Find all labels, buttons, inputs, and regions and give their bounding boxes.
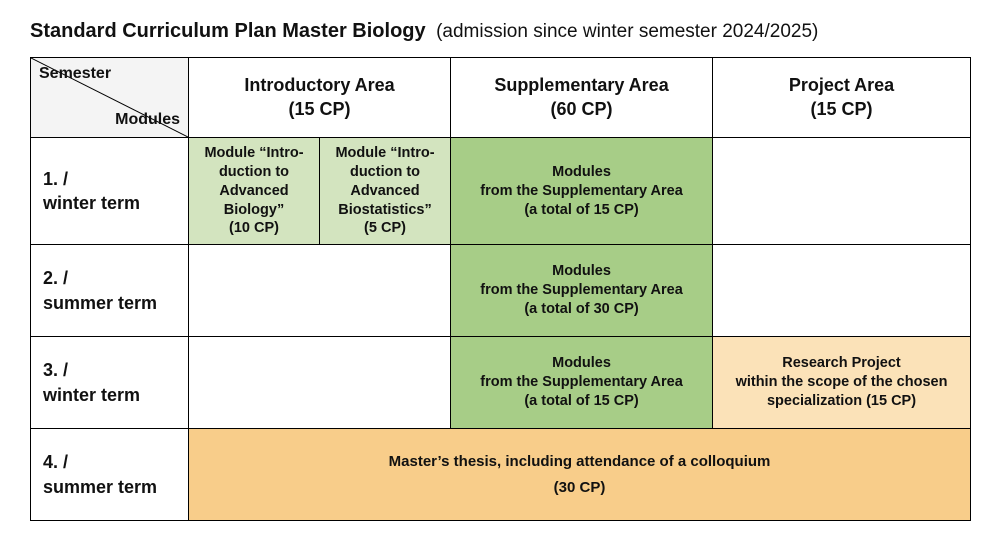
line: Advanced [328, 182, 442, 201]
line: within the scope of the chosen [721, 373, 962, 392]
line: from the Supplementary Area [459, 281, 704, 300]
line: from the Supplementary Area [459, 182, 704, 201]
header-diag-bottom: Modules [115, 110, 180, 131]
line: (a total of 30 CP) [459, 300, 704, 319]
sem-term: winter term [43, 383, 176, 407]
header-supp-cp: (60 CP) [451, 98, 712, 121]
line: (5 CP) [328, 219, 442, 238]
line: Modules [459, 163, 704, 182]
line: specialization (15 CP) [721, 392, 962, 411]
line: duction to [328, 163, 442, 182]
line: Module “Intro- [197, 144, 311, 163]
sem-num: 4. / [43, 450, 176, 474]
table-row: 3. / winter term Modules from the Supple… [31, 337, 971, 429]
table-row: 2. / summer term Modules from the Supple… [31, 245, 971, 337]
page-title: Standard Curriculum Plan Master Biology … [30, 20, 970, 43]
header-supp-name: Supplementary Area [451, 74, 712, 97]
header-row: Semester Modules Introductory Area (15 C… [31, 58, 971, 138]
sem-term: winter term [43, 191, 176, 215]
header-proj-cp: (15 CP) [713, 98, 970, 121]
cell-supp-3: Modules from the Supplementary Area (a t… [451, 337, 713, 429]
line: Modules [459, 354, 704, 373]
cell-intro-empty [189, 337, 451, 429]
semester-label: 4. / summer term [31, 429, 189, 521]
cell-intro-empty [189, 245, 451, 337]
curriculum-table: Semester Modules Introductory Area (15 C… [30, 57, 971, 521]
semester-label: 1. / winter term [31, 138, 189, 245]
line: Research Project [721, 354, 962, 373]
header-intro-cp: (15 CP) [189, 98, 450, 121]
header-intro: Introductory Area (15 CP) [189, 58, 451, 138]
semester-label: 3. / winter term [31, 337, 189, 429]
title-sub: (admission since winter semester 2024/20… [436, 21, 818, 42]
sem-term: summer term [43, 291, 176, 315]
cell-supp-2: Modules from the Supplementary Area (a t… [451, 245, 713, 337]
line: (a total of 15 CP) [459, 201, 704, 220]
header-proj: Project Area (15 CP) [713, 58, 971, 138]
line: Biology” [197, 201, 311, 220]
table-row: 1. / winter term Module “Intro- duction … [31, 138, 971, 245]
header-diag-top: Semester [39, 64, 111, 85]
line: Master’s thesis, including attendance of… [197, 452, 962, 472]
table-row: 4. / summer term Master’s thesis, includ… [31, 429, 971, 521]
cell-supp-1: Modules from the Supplementary Area (a t… [451, 138, 713, 245]
line: (a total of 15 CP) [459, 392, 704, 411]
sem-num: 1. / [43, 167, 176, 191]
cell-thesis: Master’s thesis, including attendance of… [189, 429, 971, 521]
semester-label: 2. / summer term [31, 245, 189, 337]
cell-project: Research Project within the scope of the… [713, 337, 971, 429]
header-proj-name: Project Area [713, 74, 970, 97]
line: from the Supplementary Area [459, 373, 704, 392]
sem-num: 2. / [43, 266, 176, 290]
cell-intro-biostat: Module “Intro- duction to Advanced Biost… [320, 138, 451, 245]
line: Biostatistics” [328, 201, 442, 220]
title-main: Standard Curriculum Plan Master Biology [30, 20, 426, 42]
line: (10 CP) [197, 219, 311, 238]
sem-num: 3. / [43, 358, 176, 382]
header-intro-name: Introductory Area [189, 74, 450, 97]
header-diag: Semester Modules [31, 58, 189, 138]
cell-intro-biology: Module “Intro- duction to Advanced Biolo… [189, 138, 320, 245]
line: Modules [459, 262, 704, 281]
line: Module “Intro- [328, 144, 442, 163]
line: Advanced [197, 182, 311, 201]
sem-term: summer term [43, 475, 176, 499]
header-supp: Supplementary Area (60 CP) [451, 58, 713, 138]
cell-proj-empty [713, 138, 971, 245]
line: (30 CP) [197, 478, 962, 498]
cell-proj-empty [713, 245, 971, 337]
line: duction to [197, 163, 311, 182]
